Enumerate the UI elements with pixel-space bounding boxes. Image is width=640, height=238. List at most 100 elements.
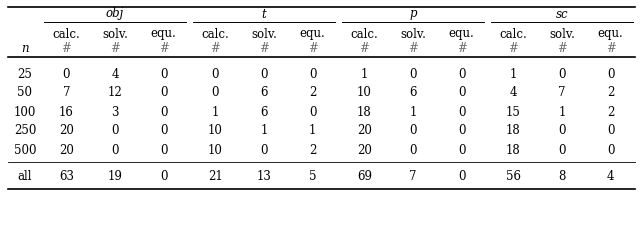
Text: solv.: solv.	[102, 28, 128, 40]
Text: 10: 10	[208, 144, 223, 157]
Text: sc: sc	[556, 8, 568, 20]
Text: #: #	[110, 41, 120, 55]
Text: #: #	[211, 41, 220, 55]
Text: 0: 0	[309, 68, 316, 80]
Text: #: #	[360, 41, 369, 55]
Text: equ.: equ.	[449, 28, 474, 40]
Text: 10: 10	[208, 124, 223, 138]
Text: 0: 0	[260, 68, 268, 80]
Text: 20: 20	[357, 124, 372, 138]
Text: 0: 0	[309, 105, 316, 119]
Text: 6: 6	[260, 86, 268, 99]
Text: calc.: calc.	[499, 28, 527, 40]
Text: t: t	[262, 8, 266, 20]
Text: 1: 1	[309, 124, 316, 138]
Text: 10: 10	[357, 86, 372, 99]
Text: calc.: calc.	[202, 28, 229, 40]
Text: p: p	[409, 8, 417, 20]
Text: 2: 2	[309, 86, 316, 99]
Text: 1: 1	[410, 105, 417, 119]
Text: 0: 0	[458, 86, 465, 99]
Text: 69: 69	[357, 170, 372, 183]
Text: 6: 6	[260, 105, 268, 119]
Text: calc.: calc.	[351, 28, 378, 40]
Text: 7: 7	[558, 86, 566, 99]
Text: 0: 0	[458, 144, 465, 157]
Text: 5: 5	[309, 170, 316, 183]
Text: #: #	[408, 41, 418, 55]
Text: 2: 2	[309, 144, 316, 157]
Text: 100: 100	[14, 105, 36, 119]
Text: 20: 20	[357, 144, 372, 157]
Text: obj: obj	[106, 8, 124, 20]
Text: 0: 0	[111, 124, 119, 138]
Text: solv.: solv.	[400, 28, 426, 40]
Text: 0: 0	[409, 144, 417, 157]
Text: #: #	[259, 41, 269, 55]
Text: 0: 0	[160, 105, 168, 119]
Text: 0: 0	[458, 124, 465, 138]
Text: 21: 21	[208, 170, 223, 183]
Text: 0: 0	[558, 68, 566, 80]
Text: 19: 19	[108, 170, 122, 183]
Text: 0: 0	[160, 124, 168, 138]
Text: 0: 0	[409, 68, 417, 80]
Text: #: #	[605, 41, 616, 55]
Text: #: #	[457, 41, 467, 55]
Text: 20: 20	[59, 124, 74, 138]
Text: 50: 50	[17, 86, 33, 99]
Text: 500: 500	[13, 144, 36, 157]
Text: equ.: equ.	[598, 28, 623, 40]
Text: 18: 18	[506, 124, 521, 138]
Text: 4: 4	[607, 170, 614, 183]
Text: 0: 0	[607, 144, 614, 157]
Text: equ.: equ.	[300, 28, 326, 40]
Text: 2: 2	[607, 105, 614, 119]
Text: 7: 7	[409, 170, 417, 183]
Text: 0: 0	[409, 124, 417, 138]
Text: 3: 3	[111, 105, 119, 119]
Text: 0: 0	[212, 68, 219, 80]
Text: 0: 0	[111, 144, 119, 157]
Text: 0: 0	[160, 86, 168, 99]
Text: 15: 15	[506, 105, 521, 119]
Text: 1: 1	[509, 68, 517, 80]
Text: 0: 0	[607, 124, 614, 138]
Text: 0: 0	[607, 68, 614, 80]
Text: 1: 1	[361, 68, 368, 80]
Text: 2: 2	[607, 86, 614, 99]
Text: 12: 12	[108, 86, 122, 99]
Text: 4: 4	[111, 68, 119, 80]
Text: 0: 0	[63, 68, 70, 80]
Text: solv.: solv.	[549, 28, 575, 40]
Text: 1: 1	[558, 105, 566, 119]
Text: 4: 4	[509, 86, 517, 99]
Text: 1: 1	[212, 105, 219, 119]
Text: 63: 63	[59, 170, 74, 183]
Text: equ.: equ.	[151, 28, 177, 40]
Text: 0: 0	[458, 105, 465, 119]
Text: 7: 7	[63, 86, 70, 99]
Text: 0: 0	[160, 170, 168, 183]
Text: 18: 18	[357, 105, 372, 119]
Text: solv.: solv.	[251, 28, 277, 40]
Text: all: all	[18, 170, 32, 183]
Text: 0: 0	[212, 86, 219, 99]
Text: 0: 0	[558, 144, 566, 157]
Text: 20: 20	[59, 144, 74, 157]
Text: 16: 16	[59, 105, 74, 119]
Text: #: #	[308, 41, 317, 55]
Text: 0: 0	[260, 144, 268, 157]
Text: 0: 0	[160, 144, 168, 157]
Text: 6: 6	[409, 86, 417, 99]
Text: 250: 250	[14, 124, 36, 138]
Text: 0: 0	[458, 170, 465, 183]
Text: 56: 56	[506, 170, 521, 183]
Text: 13: 13	[257, 170, 271, 183]
Text: calc.: calc.	[52, 28, 80, 40]
Text: #: #	[508, 41, 518, 55]
Text: #: #	[61, 41, 71, 55]
Text: 1: 1	[260, 124, 268, 138]
Text: 0: 0	[458, 68, 465, 80]
Text: 0: 0	[160, 68, 168, 80]
